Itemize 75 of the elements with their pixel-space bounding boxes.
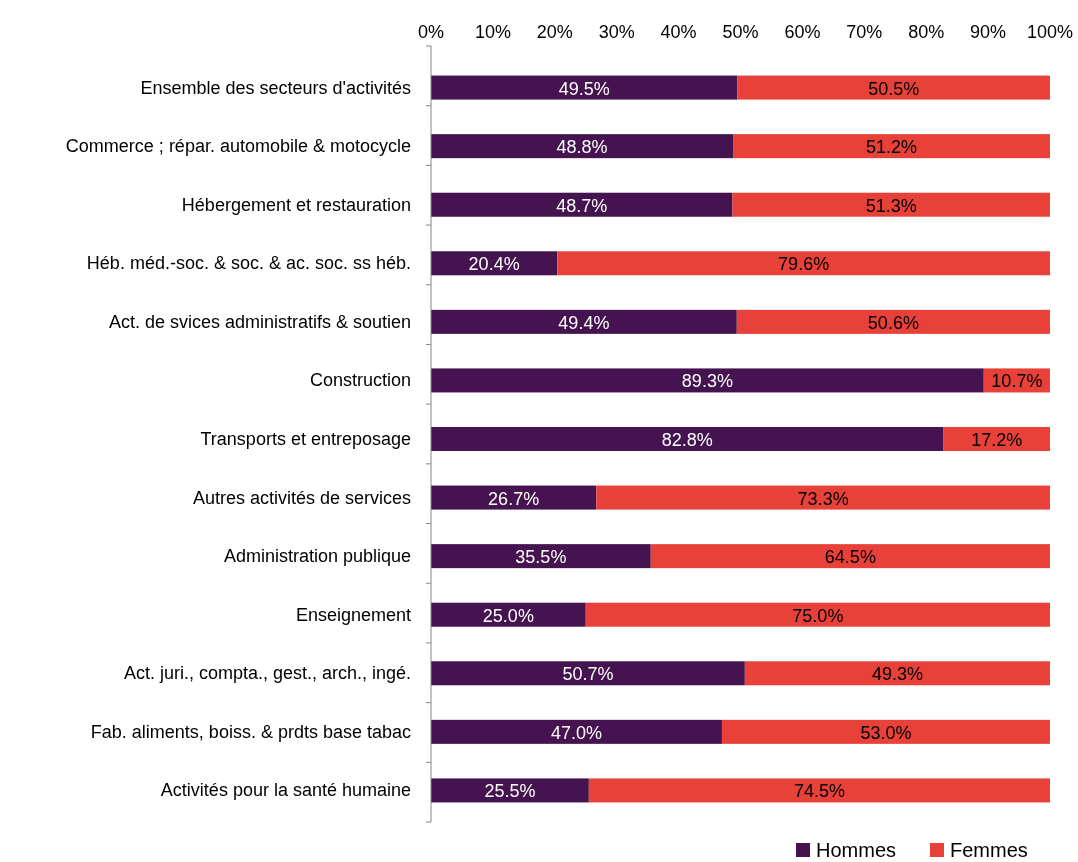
x-tick-label: 40% (660, 22, 697, 42)
bar (431, 778, 589, 803)
bar (431, 602, 586, 627)
data-label: 49.5% (558, 78, 610, 99)
y-tick-label: Héb. méd.-soc. & soc. & ac. soc. ss héb. (86, 253, 411, 274)
data-label: 49.3% (871, 664, 923, 685)
data-label: 75.0% (792, 605, 844, 626)
data-label: 64.5% (824, 547, 876, 568)
data-label: 53.0% (860, 722, 912, 743)
data-label: 50.5% (868, 78, 920, 99)
legend-label: Hommes (816, 839, 897, 861)
y-tick-label: Construction (309, 370, 411, 391)
bar (431, 661, 745, 686)
data-label: 79.6% (778, 254, 830, 275)
x-tick-label: 80% (908, 22, 945, 42)
data-label: 17.2% (971, 430, 1023, 450)
y-tick-label: Enseignement (295, 604, 411, 625)
bar (431, 309, 737, 334)
x-tick-label: 60% (784, 22, 821, 42)
bar (732, 192, 1050, 217)
data-label: 51.2% (866, 137, 918, 158)
data-label: 73.3% (797, 488, 849, 509)
x-tick-label: 20% (536, 22, 573, 42)
x-tick-label: 90% (970, 22, 1007, 42)
x-tick-label: 0% (417, 22, 445, 42)
data-label: 10.7% (991, 371, 1043, 392)
bar (431, 192, 733, 217)
bar (721, 719, 1050, 744)
data-label: 25.5% (484, 781, 536, 802)
bar (431, 719, 722, 744)
y-tick-label: Fab. aliments, boiss. & prdts base tabac (90, 721, 411, 742)
data-label: 25.0% (482, 605, 534, 626)
bar (736, 309, 1050, 334)
y-tick-label: Hébergement et restauration (181, 194, 411, 215)
data-label: 82.8% (661, 430, 713, 450)
y-tick-label: Act. de svices administratifs & soutien (108, 311, 411, 332)
bar (596, 485, 1050, 510)
bar (431, 426, 944, 452)
bar (585, 602, 1050, 627)
bar (737, 75, 1050, 100)
data-label: 26.7% (488, 488, 540, 509)
x-tick-label: 30% (598, 22, 635, 42)
data-label: 49.4% (558, 312, 610, 333)
data-label: 50.7% (562, 664, 614, 685)
data-label: 51.3% (865, 195, 917, 216)
data-label: 74.5% (793, 781, 845, 802)
x-tick-label: 50% (722, 22, 759, 42)
data-label: 50.6% (867, 312, 919, 333)
x-tick-label: 10% (474, 22, 511, 42)
data-label: 48.7% (556, 195, 608, 216)
bar (431, 544, 651, 569)
bar (431, 134, 734, 159)
data-label: 35.5% (515, 547, 567, 568)
y-tick-label: Ensemble des secteurs d'activités (140, 77, 411, 98)
y-tick-label: Administration publique (223, 546, 411, 567)
bar (431, 368, 984, 393)
bar (431, 485, 597, 510)
data-label: 20.4% (468, 254, 520, 275)
x-tick-label: 100% (1026, 22, 1074, 42)
bar (744, 661, 1050, 686)
legend-label: Femmes (950, 839, 1028, 861)
y-tick-label: Autres activités de services (192, 487, 411, 508)
y-tick-label: Transports et entreposage (200, 429, 411, 449)
data-label: 89.3% (681, 371, 733, 392)
y-tick-label: Commerce ; répar. automobile & motocycle (65, 136, 411, 157)
bar (733, 134, 1050, 159)
bar (588, 778, 1050, 803)
bar (431, 75, 738, 100)
data-label: 48.8% (556, 137, 608, 158)
y-tick-label: Activités pour la santé humaine (160, 780, 411, 801)
bar (650, 544, 1050, 569)
y-tick-label: Act. juri., compta., gest., arch., ingé. (123, 663, 411, 684)
x-tick-label: 70% (846, 22, 883, 42)
bar (557, 251, 1050, 276)
data-label: 47.0% (550, 722, 602, 743)
